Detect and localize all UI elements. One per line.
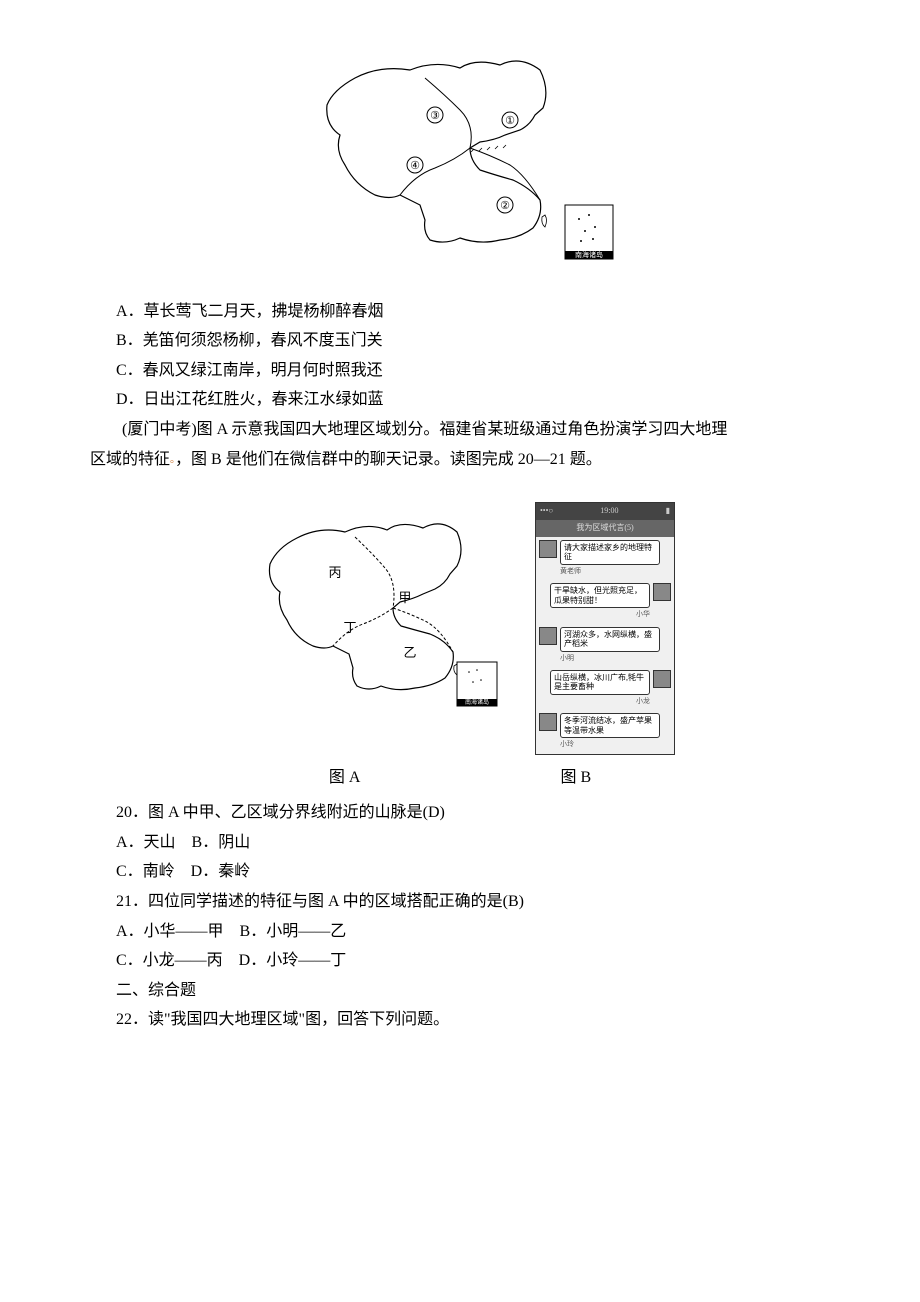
china-map-regions: ① ② ③ ④ 南海诸岛: [295, 40, 625, 270]
q21-options-2: C．小龙——丙 D．小玲——丁: [90, 948, 830, 974]
inset-label-a: 南海诸岛: [465, 698, 489, 706]
chat-msg-xiaohua: 干旱缺水，但光照充足，瓜果特别甜！ 小华: [536, 580, 674, 623]
map-chat-row: 甲 乙 丙 丁 南海诸岛 •••○ 19:00 ▮ 我为区域代言(5): [90, 502, 830, 754]
caption-map-b: 图 B: [560, 765, 591, 791]
q21-options-1: A．小华——甲 B．小明——乙: [90, 919, 830, 945]
chat-time: 19:00: [600, 505, 618, 518]
region-label-3: ③: [430, 110, 440, 122]
avatar-icon: [653, 670, 671, 688]
intro-paragraph-cont: 区域的特征。，图 B 是他们在微信群中的聊天记录。读图完成 20—21 题。: [90, 447, 830, 473]
region-jia: 甲: [398, 590, 411, 605]
chat-username: 小龙: [539, 696, 650, 707]
chat-bubble: 请大家描述家乡的地理特征: [560, 540, 660, 565]
chat-msg-xiaolong: 山岳纵横，冰川广布,牦牛是主要畜种 小龙: [536, 667, 674, 710]
chat-signal-icon: •••○: [540, 505, 553, 518]
avatar-icon: [539, 627, 557, 645]
map-1-container: ① ② ③ ④ 南海诸岛: [90, 40, 830, 279]
chat-bubble: 冬季河流结冰，盛产苹果等温带水果: [560, 713, 660, 738]
option-c: C．春风又绿江南岸，明月何时照我还: [90, 358, 830, 384]
chat-panel: •••○ 19:00 ▮ 我为区域代言(5) 请大家描述家乡的地理特征 黄老师 …: [535, 502, 675, 754]
region-yi: 乙: [403, 645, 416, 660]
intro-paragraph: (厦门中考)图 A 示意我国四大地理区域划分。福建省某班级通过角色扮演学习四大地…: [90, 417, 830, 443]
region-label-4: ④: [410, 160, 420, 172]
avatar-icon: [539, 540, 557, 558]
inset-label-1: 南海诸岛: [575, 250, 603, 259]
caption-map-a: 图 A: [329, 765, 361, 791]
chat-msg-teacher: 请大家描述家乡的地理特征 黄老师: [536, 537, 674, 580]
intro-text-2a: 区域的特征: [90, 451, 170, 468]
region-ding: 丁: [343, 620, 356, 635]
chat-msg-xiaoling: 冬季河流结冰，盛产苹果等温带水果 小玲: [536, 710, 674, 753]
q20-stem: 20．图 A 中甲、乙区域分界线附近的山脉是(D): [90, 800, 830, 826]
figure-captions: 图 A 图 B: [90, 765, 830, 791]
chat-msg-xiaoming: 河湖众多，水网纵横，盛产稻米 小明: [536, 624, 674, 667]
chat-bubble: 山岳纵横，冰川广布,牦牛是主要畜种: [550, 670, 650, 695]
option-a: A．草长莺飞二月天，拂堤杨柳醉春烟: [90, 299, 830, 325]
document-page: ① ② ③ ④ 南海诸岛 A．草长莺飞二月天，拂堤杨柳醉春烟 B．羌笛何须怨杨柳…: [0, 0, 920, 1057]
region-bing: 丙: [328, 565, 341, 580]
option-d: D．日出江花红胜火，春来江水绿如蓝: [90, 387, 830, 413]
chat-title: 我为区域代言(5): [536, 520, 674, 537]
intro-text-1: (厦门中考)图 A 示意我国四大地理区域划分。福建省某班级通过角色扮演学习四大地…: [122, 421, 727, 438]
intro-text-2b: ，图 B 是他们在微信群中的聊天记录。读图完成 20—21 题。: [175, 451, 602, 468]
chat-header: •••○ 19:00 ▮: [536, 503, 674, 520]
avatar-icon: [653, 583, 671, 601]
chat-username: 小华: [539, 609, 650, 620]
avatar-icon: [539, 713, 557, 731]
region-label-1: ①: [505, 115, 515, 127]
chat-bubble: 干旱缺水，但光照充足，瓜果特别甜！: [550, 583, 650, 608]
option-b: B．羌笛何须怨杨柳，春风不度玉门关: [90, 328, 830, 354]
q20-options-2: C．南岭 D．秦岭: [90, 859, 830, 885]
china-map-a: 甲 乙 丙 丁 南海诸岛: [245, 502, 505, 712]
q20-options-1: A．天山 B．阴山: [90, 830, 830, 856]
chat-username: 黄老师: [560, 566, 671, 577]
chat-username: 小玲: [560, 739, 671, 750]
q21-stem: 21．四位同学描述的特征与图 A 中的区域搭配正确的是(B): [90, 889, 830, 915]
section-2-heading: 二、综合题: [90, 978, 830, 1004]
region-label-2: ②: [500, 200, 510, 212]
chat-username: 小明: [560, 653, 671, 664]
q22-stem: 22．读"我国四大地理区域"图，回答下列问题。: [90, 1007, 830, 1033]
chat-bubble: 河湖众多，水网纵横，盛产稻米: [560, 627, 660, 652]
chat-battery-icon: ▮: [666, 505, 670, 518]
